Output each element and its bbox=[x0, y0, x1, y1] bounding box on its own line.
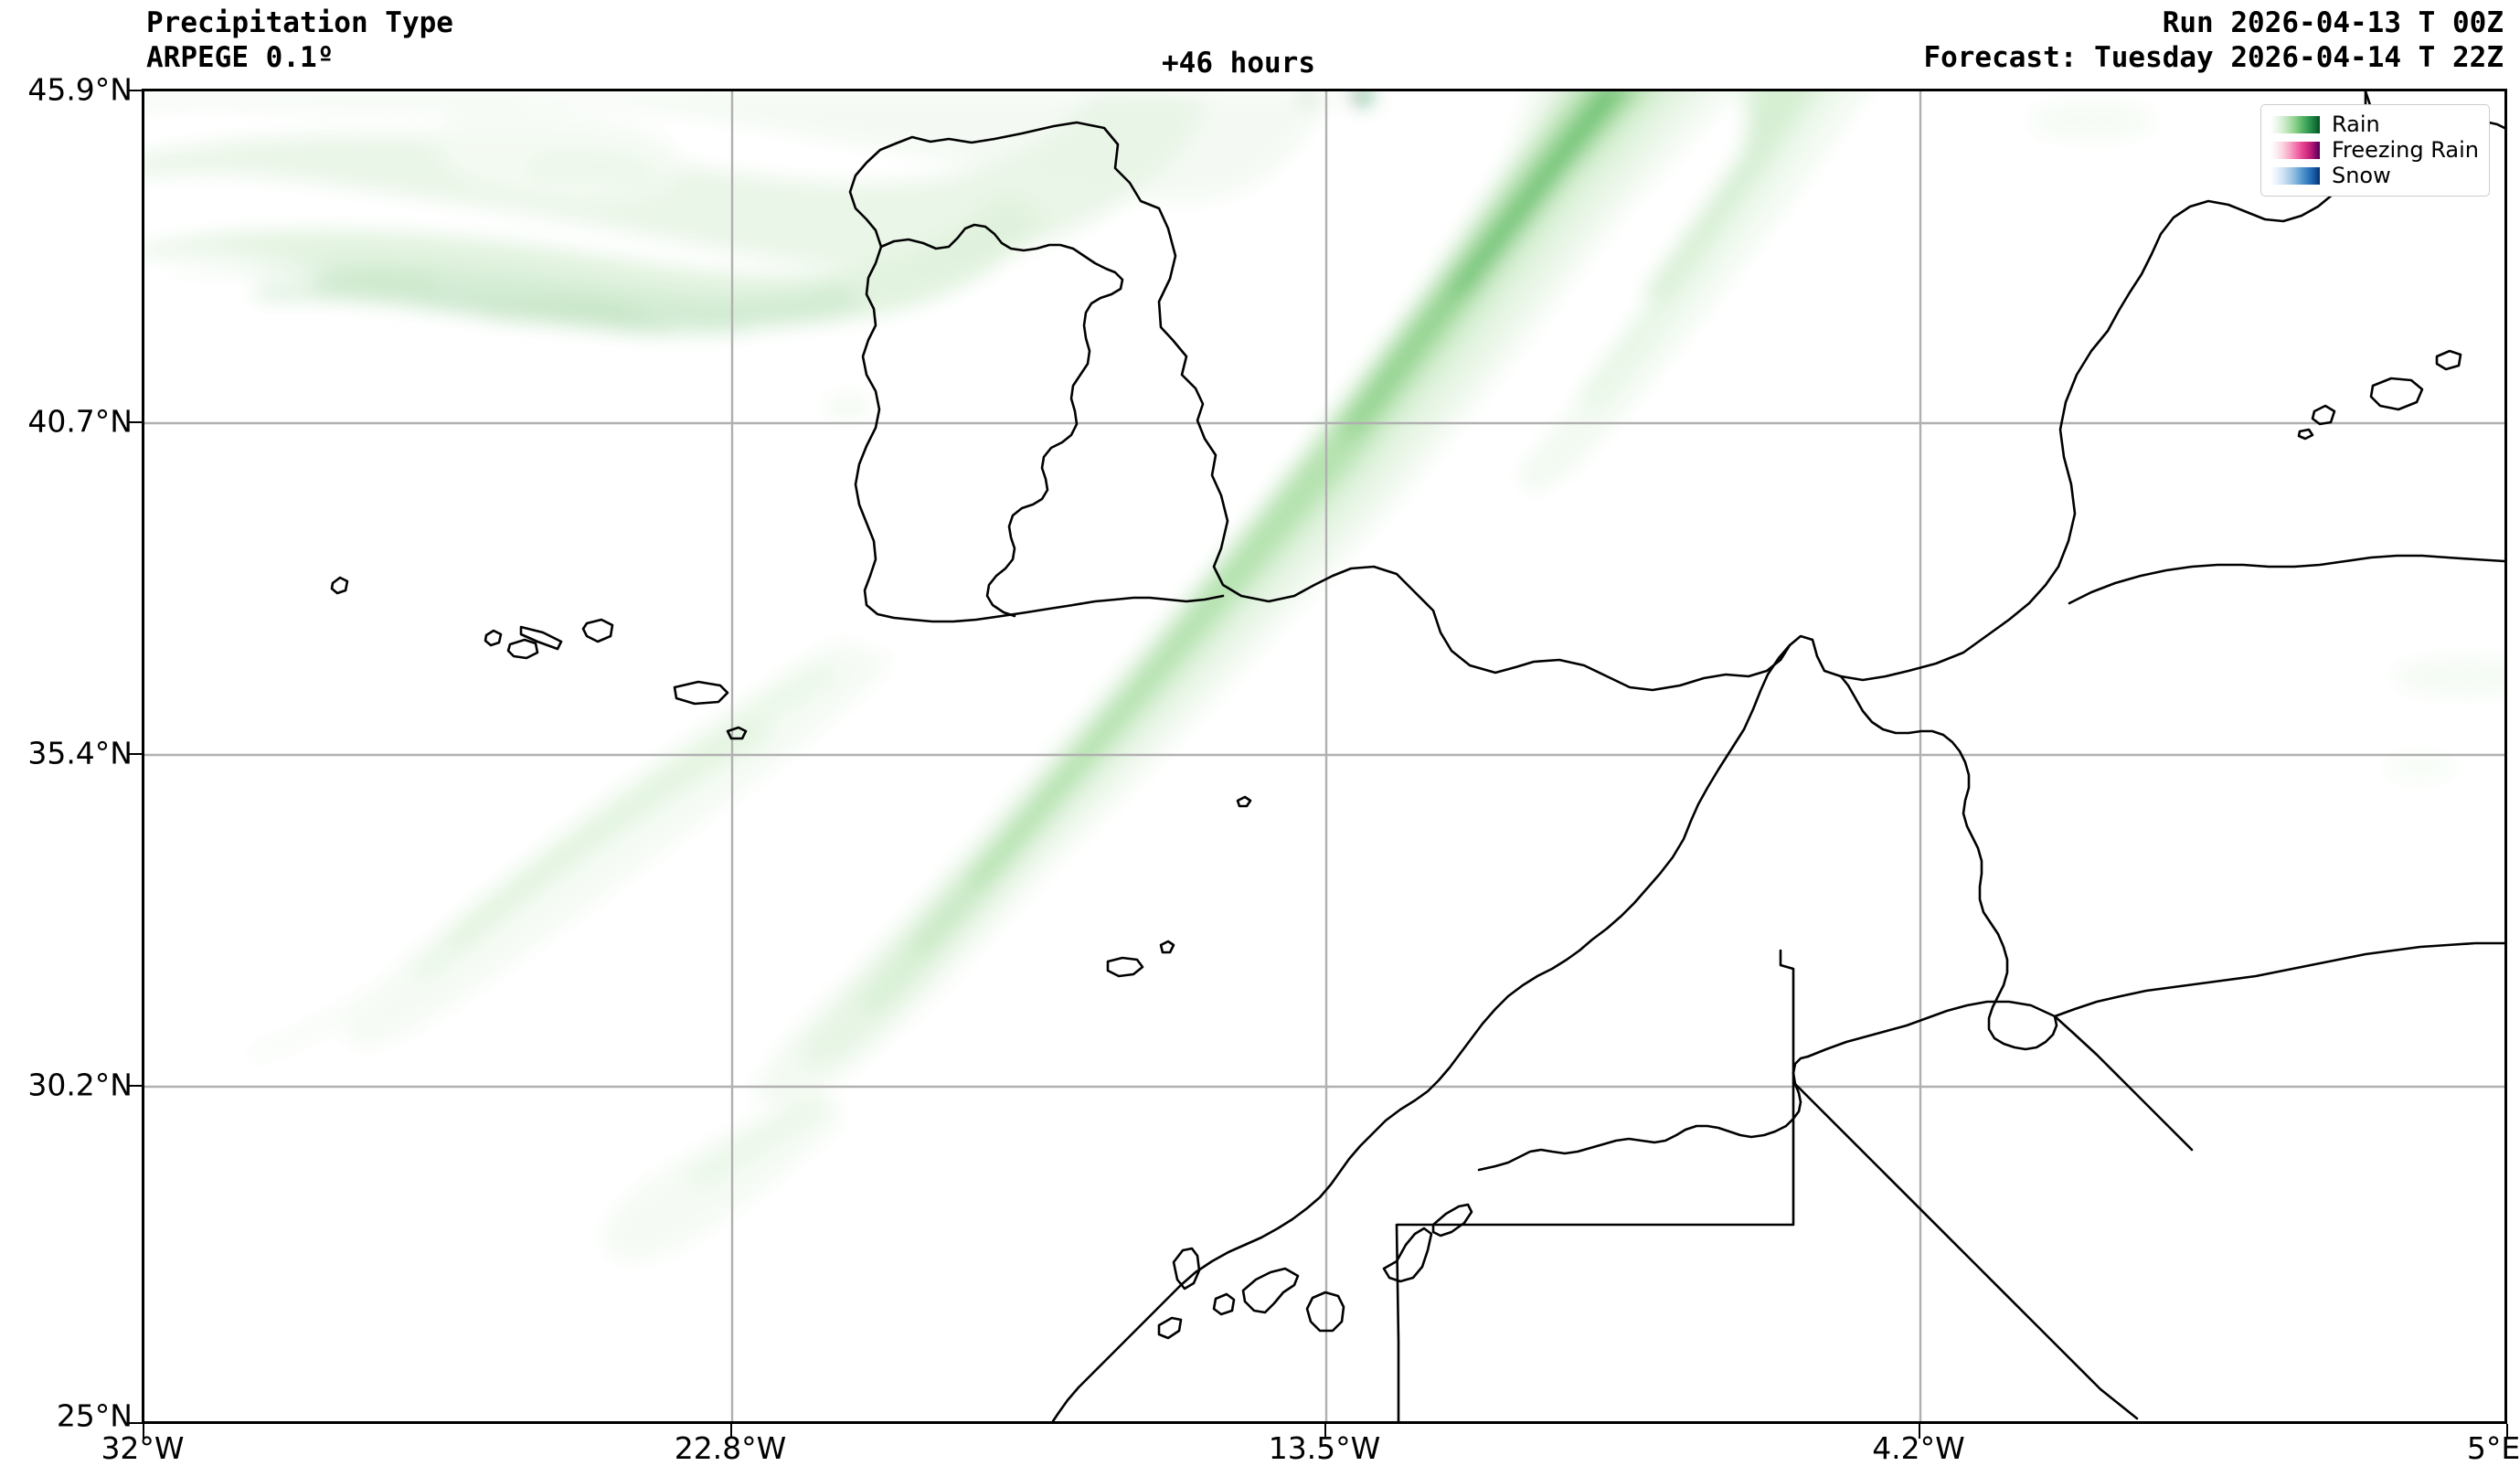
morocco-algeria-border bbox=[1839, 675, 2058, 1051]
x-tick-label-5e: 5°E bbox=[2466, 1430, 2520, 1466]
western-sahara-east-border bbox=[1395, 1071, 1795, 1421]
y-tickmark-25 bbox=[129, 1422, 144, 1424]
x-tick-label-13-5w: 13.5°W bbox=[1268, 1430, 1381, 1466]
legend-label-snow: Snow bbox=[2331, 163, 2391, 188]
azores-sao-jorge bbox=[519, 625, 563, 651]
x-tickmark-5e bbox=[2506, 1424, 2508, 1439]
canary-gran-canaria bbox=[1305, 1291, 1345, 1333]
x-tickmark-13-5w bbox=[1324, 1424, 1326, 1439]
madeira-island bbox=[1106, 956, 1144, 978]
page-title: Precipitation Type bbox=[146, 6, 453, 39]
canary-la-palma bbox=[1172, 1247, 1201, 1291]
graticule-layer bbox=[144, 91, 2504, 1421]
header-right: Run 2026-04-13 T 00Z Forecast: Tuesday 2… bbox=[1923, 5, 2504, 75]
freezing-rain-colorbar-icon bbox=[2270, 141, 2320, 159]
legend-item-snow[interactable]: Snow bbox=[2270, 163, 2479, 188]
algeria-coast-south bbox=[2053, 941, 2504, 1018]
y-tickmark-30-2 bbox=[129, 1085, 144, 1087]
y-tick-label-25: 25°N bbox=[56, 1397, 133, 1434]
canary-lanzarote bbox=[1431, 1203, 1473, 1238]
run-label: Run 2026-04-13 T 00Z bbox=[2162, 6, 2504, 39]
y-tickmark-45-9 bbox=[129, 90, 144, 91]
y-tick-label-45-9: 45.9°N bbox=[27, 71, 133, 108]
morocco-coastline bbox=[1051, 643, 1792, 1421]
balearic-ibiza bbox=[2311, 404, 2336, 426]
azores-sao-miguel bbox=[673, 680, 729, 706]
y-tick-label-40-7: 40.7°N bbox=[27, 403, 133, 440]
balearic-menorca bbox=[2435, 349, 2462, 371]
legend[interactable]: Rain Freezing Rain Snow bbox=[2259, 104, 2490, 197]
y-tick-label-35-4: 35.4°N bbox=[27, 735, 133, 771]
azores-corvo bbox=[330, 576, 349, 595]
mediterranean-african-coast bbox=[1806, 1000, 2057, 1058]
iberia-north-coast bbox=[848, 142, 1225, 623]
rain-colorbar-icon bbox=[2270, 115, 2320, 133]
canary-tenerife bbox=[1241, 1267, 1300, 1314]
portugal-border bbox=[879, 223, 1124, 618]
azores-santa-maria bbox=[726, 726, 748, 740]
legend-label-freezing-rain: Freezing Rain bbox=[2331, 137, 2479, 163]
azores-flores bbox=[484, 629, 503, 647]
legend-item-freezing-rain[interactable]: Freezing Rain bbox=[2270, 137, 2479, 163]
iberia-coastline bbox=[894, 91, 2367, 692]
coastline-layer bbox=[330, 91, 2504, 1421]
x-tick-label-32w: 32°W bbox=[101, 1430, 185, 1466]
mediterranean-north-african-shore bbox=[2068, 554, 2504, 605]
western-sahara-east-border-upper bbox=[1779, 949, 1795, 1075]
canary-fuerteventura bbox=[1382, 1227, 1433, 1283]
snow-colorbar-icon bbox=[2270, 166, 2320, 185]
western-sahara-north-border bbox=[1477, 1055, 1810, 1172]
balearic-formentera bbox=[2297, 428, 2314, 441]
mauritania-border bbox=[1793, 1082, 2139, 1420]
legend-item-rain[interactable]: Rain bbox=[2270, 112, 2479, 137]
y-tickmark-40-7 bbox=[129, 421, 144, 423]
map-canvas bbox=[144, 91, 2504, 1421]
balearic-mallorca bbox=[2369, 377, 2424, 411]
y-tick-label-30-2: 30.2°N bbox=[27, 1067, 133, 1103]
lead-time-label: +46 hours bbox=[1162, 47, 1315, 80]
header-left: Precipitation Type ARPEGE 0.1º bbox=[146, 5, 453, 75]
selvagens-islet bbox=[1236, 795, 1252, 808]
canary-la-gomera bbox=[1212, 1292, 1236, 1316]
x-tickmark-4-2w bbox=[1919, 1424, 1920, 1439]
x-tick-label-4-2w: 4.2°W bbox=[1872, 1430, 1965, 1466]
model-label: ARPEGE 0.1º bbox=[146, 41, 335, 74]
porto-santo-island bbox=[1159, 940, 1175, 954]
azores-graciosa bbox=[506, 638, 539, 660]
map-plot-area[interactable]: Rain Freezing Rain Snow bbox=[142, 89, 2507, 1424]
azores-terceira bbox=[581, 618, 614, 643]
x-tickmark-32w bbox=[143, 1424, 144, 1439]
canary-el-hierro bbox=[1157, 1316, 1183, 1340]
x-tick-label-22-8w: 22.8°W bbox=[674, 1430, 787, 1466]
y-tickmark-35-4 bbox=[129, 753, 144, 755]
x-tickmark-22-8w bbox=[730, 1424, 732, 1439]
legend-label-rain: Rain bbox=[2331, 112, 2380, 137]
algeria-south-border bbox=[2053, 1015, 2194, 1152]
forecast-label: Forecast: Tuesday 2026-04-14 T 22Z bbox=[1923, 41, 2504, 74]
